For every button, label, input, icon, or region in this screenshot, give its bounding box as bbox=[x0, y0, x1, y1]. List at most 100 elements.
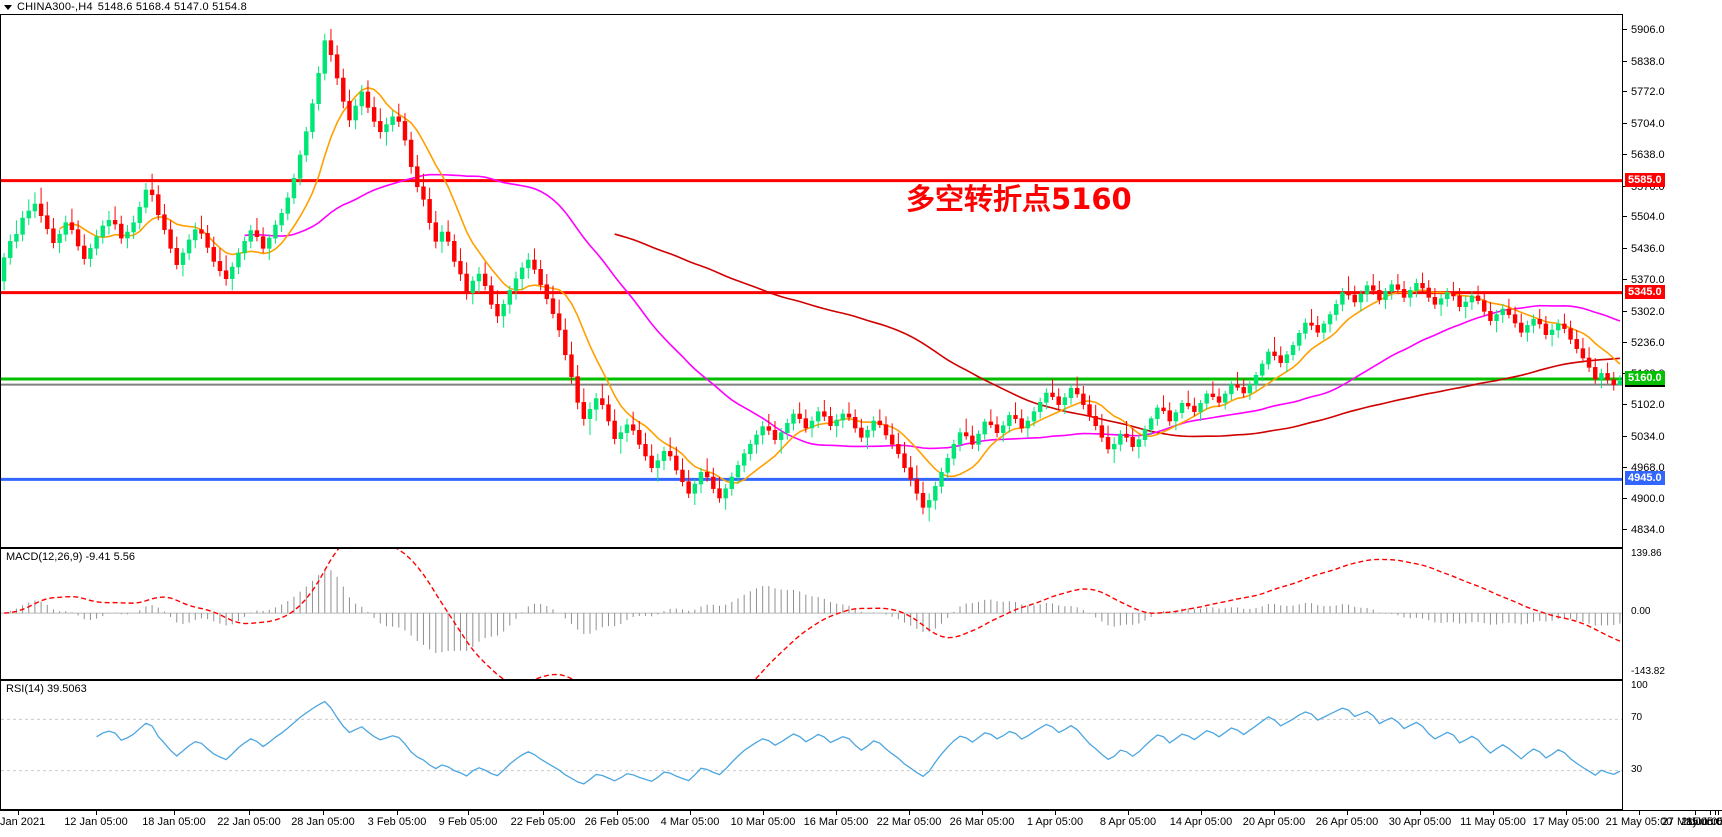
macd-title: MACD(12,26,9) -9.41 5.56 bbox=[6, 551, 136, 563]
time-axis-label: 18 Jan 05:00 bbox=[142, 816, 206, 828]
time-axis[interactable]: 6 Jan 2021 12 Jan 05:00 18 Jan 05:00 22 Jan… bbox=[0, 810, 1722, 832]
time-axis-label: 22 Mar 05:00 bbox=[876, 816, 942, 828]
tick-mark bbox=[1623, 341, 1627, 343]
tick-mark bbox=[1623, 248, 1627, 250]
time-axis-label: 10 Mar 05:00 bbox=[730, 816, 796, 828]
time-axis-tick bbox=[1718, 811, 1719, 815]
time-axis-tick bbox=[763, 811, 764, 815]
time-axis-label: 28 Jan 05:00 bbox=[291, 816, 355, 828]
time-axis-label: 12 Jan 05:00 bbox=[64, 816, 128, 828]
rsi-axis-tick-label: 30 bbox=[1631, 763, 1643, 775]
price-axis-tick-label: 5102.0 bbox=[1631, 399, 1665, 412]
time-axis-tick bbox=[1715, 811, 1716, 815]
tick-mark bbox=[1623, 123, 1627, 125]
time-axis-label: 30 Apr 05:00 bbox=[1388, 816, 1452, 828]
tick-mark bbox=[1623, 60, 1627, 62]
time-axis-tick bbox=[323, 811, 324, 815]
price-axis-tick: 5436.0 bbox=[1623, 243, 1722, 255]
time-axis-tick bbox=[1493, 811, 1494, 815]
time-axis-label: 16 Mar 05:00 bbox=[803, 816, 869, 828]
symbol-header: CHINA300-,H4 5148.6 5168.4 5147.0 5154.8 bbox=[0, 0, 247, 14]
price-axis-tick: 5370.0 bbox=[1623, 274, 1722, 286]
time-axis-label: 22 Feb 05:00 bbox=[510, 816, 576, 828]
tick-mark bbox=[1623, 404, 1627, 406]
time-axis-label: 15 Jun 05:00 bbox=[1686, 816, 1722, 828]
price-axis-tick: 5236.0 bbox=[1623, 337, 1722, 349]
time-axis-tick bbox=[1274, 811, 1275, 815]
price-tag-pivot-level[interactable]: 5160.0 bbox=[1625, 371, 1665, 385]
time-axis-label: 26 Feb 05:00 bbox=[584, 816, 650, 828]
price-axis-tick: 5638.0 bbox=[1623, 149, 1722, 161]
tick-mark bbox=[1623, 28, 1627, 30]
time-axis-label: 2 Jun 05:00 bbox=[1681, 816, 1722, 828]
price-axis-tick: 5034.0 bbox=[1623, 431, 1722, 443]
price-tag-resistance-lower[interactable]: 5345.0 bbox=[1625, 284, 1665, 299]
time-axis-label: 14 Apr 05:00 bbox=[1169, 816, 1233, 828]
time-axis-tick bbox=[909, 811, 910, 815]
price-pane[interactable] bbox=[0, 14, 1722, 548]
time-axis-label: 4 Mar 05:00 bbox=[660, 816, 720, 828]
price-axis-tick-label: 5504.0 bbox=[1631, 211, 1665, 224]
time-axis-label: 1 Apr 05:00 bbox=[1026, 816, 1084, 828]
rsi-axis: 100 70 30 bbox=[1622, 680, 1722, 810]
time-axis-label: 27 May 05:00 bbox=[1661, 816, 1722, 828]
time-axis-label: 22 Jan 05:00 bbox=[217, 816, 281, 828]
time-axis-label: 8 Jun 05:00 bbox=[1686, 816, 1722, 828]
time-axis-tick bbox=[690, 811, 691, 815]
time-axis-label: 9 Feb 05:00 bbox=[438, 816, 498, 828]
tick-mark bbox=[1623, 91, 1627, 93]
rsi-title: RSI(14) 39.5063 bbox=[6, 683, 87, 695]
tick-mark bbox=[1623, 498, 1627, 500]
price-axis-tick: 4834.0 bbox=[1623, 524, 1722, 536]
price-axis-tick-label: 5638.0 bbox=[1631, 148, 1665, 161]
tick-mark bbox=[1623, 153, 1627, 155]
time-axis-tick bbox=[1128, 811, 1129, 815]
time-axis-tick bbox=[96, 811, 97, 815]
time-axis-tick bbox=[174, 811, 175, 815]
macd-axis-tick-label: 0.00 bbox=[1631, 606, 1651, 618]
rsi-axis-tick-label: 100 bbox=[1631, 680, 1648, 691]
triangle-down-icon[interactable] bbox=[4, 4, 12, 10]
time-axis-tick bbox=[1710, 811, 1711, 815]
price-axis-tick: 5504.0 bbox=[1623, 211, 1722, 223]
price-axis-tick: 5906.0 bbox=[1623, 24, 1722, 36]
time-axis-label: 20 Apr 05:00 bbox=[1242, 816, 1306, 828]
time-axis-tick bbox=[18, 811, 19, 815]
time-axis-label: 3 Feb 05:00 bbox=[367, 816, 427, 828]
macd-axis-tick-label: 139.86 bbox=[1631, 548, 1662, 559]
price-axis-tick-label: 5034.0 bbox=[1631, 430, 1665, 443]
time-axis-tick bbox=[1566, 811, 1567, 815]
price-axis-tick-label: 5236.0 bbox=[1631, 336, 1665, 349]
price-axis-tick-label: 5838.0 bbox=[1631, 55, 1665, 68]
chart-annotation: 多空转折点5160 bbox=[906, 182, 1132, 216]
time-axis-tick bbox=[1347, 811, 1348, 815]
price-axis-tick: 4968.0 bbox=[1623, 462, 1722, 474]
time-axis-label: 6 Jan 2021 bbox=[0, 816, 46, 828]
time-axis-tick bbox=[1201, 811, 1202, 815]
price-axis-tick-label: 5370.0 bbox=[1631, 274, 1665, 286]
time-axis-tick bbox=[1055, 811, 1056, 815]
time-axis-label: 26 Apr 05:00 bbox=[1315, 816, 1379, 828]
price-axis-tick-label: 5704.0 bbox=[1631, 118, 1665, 131]
ohlc-values: 5148.6 5168.4 5147.0 5154.8 bbox=[97, 1, 247, 13]
price-axis[interactable]: 5906.0 5838.0 5772.0 5704.0 5638.0 5570.0 5504… bbox=[1622, 14, 1722, 548]
tick-mark bbox=[1623, 435, 1627, 437]
tick-mark bbox=[1623, 466, 1627, 468]
time-axis-tick bbox=[249, 811, 250, 815]
time-axis-tick bbox=[468, 811, 469, 815]
price-axis-tick: 4900.0 bbox=[1623, 493, 1722, 505]
price-tag-resistance-upper[interactable]: 5585.0 bbox=[1625, 172, 1665, 187]
time-axis-tick bbox=[1639, 811, 1640, 815]
price-axis-tick-label: 5436.0 bbox=[1631, 243, 1665, 256]
time-axis-tick bbox=[543, 811, 544, 815]
macd-pane[interactable]: MACD(12,26,9) -9.41 5.56 bbox=[0, 548, 1722, 680]
time-axis-label: 26 Mar 05:00 bbox=[949, 816, 1015, 828]
price-chart-svg bbox=[1, 29, 1623, 522]
price-tag-support-level[interactable]: 4945.0 bbox=[1625, 471, 1665, 486]
price-axis-tick-label: 4834.0 bbox=[1631, 524, 1665, 537]
tick-mark bbox=[1623, 310, 1627, 312]
price-axis-tick: 5302.0 bbox=[1623, 306, 1722, 318]
time-axis-tick bbox=[836, 811, 837, 815]
rsi-pane[interactable]: RSI(14) 39.5063 bbox=[0, 680, 1722, 810]
